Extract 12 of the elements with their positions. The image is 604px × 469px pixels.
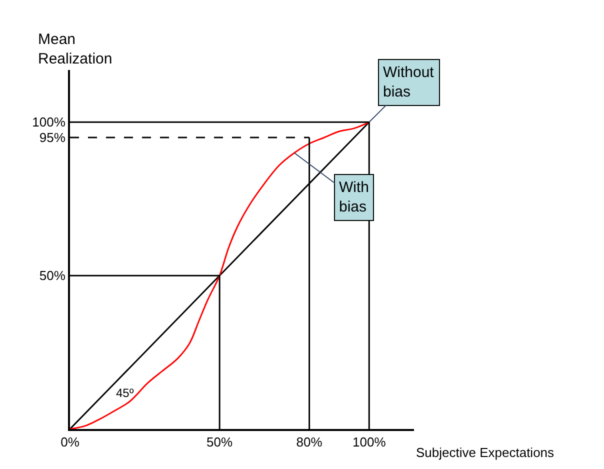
annotation: Without bias — [383, 64, 435, 100]
x-tick-label: 100% — [352, 434, 386, 450]
annotation: 45º — [116, 386, 134, 400]
y-tick-label: 100% — [32, 114, 66, 130]
x-tick-label: 50% — [206, 434, 234, 450]
x-tick-label: 0% — [60, 434, 80, 450]
x-tick-label: 80% — [296, 434, 323, 450]
y-tick-label: 50% — [39, 268, 66, 284]
x-axis-title: Subjective Expectations — [416, 445, 555, 460]
y-tick-label: 95% — [39, 130, 66, 146]
y-axis-title: Mean Realization — [38, 31, 112, 68]
annotation: With bias — [339, 179, 369, 216]
